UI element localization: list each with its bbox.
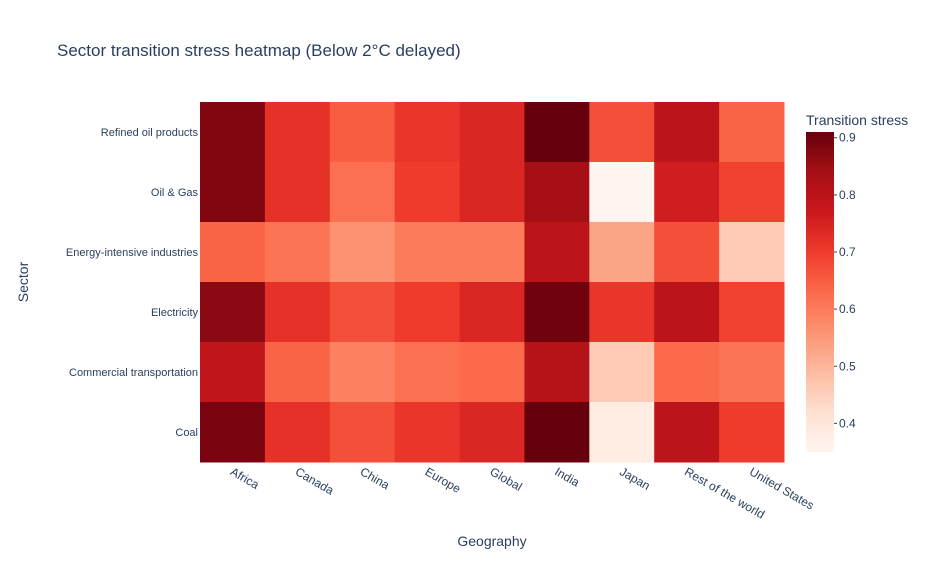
heatmap-cell — [524, 282, 590, 343]
colorbar-tick-label: 0.6 — [839, 302, 856, 316]
heatmap-cell — [329, 282, 396, 343]
heatmap-cell — [524, 222, 590, 283]
heatmap-cell — [200, 162, 266, 223]
heatmap-cell — [329, 102, 396, 163]
heatmap-cell — [264, 282, 331, 343]
y-tick-label: Oil & Gas — [151, 187, 199, 199]
heatmap-cells — [200, 102, 785, 463]
heatmap-cell — [394, 102, 461, 163]
colorbar-tick-label: 0.4 — [839, 416, 856, 430]
heatmap-cell — [200, 222, 266, 283]
heatmap-cell — [524, 402, 590, 463]
heatmap-cell — [524, 162, 590, 223]
heatmap-cell — [719, 342, 785, 403]
heatmap-cell — [719, 282, 785, 343]
heatmap-cell — [394, 162, 461, 223]
heatmap-cell — [264, 162, 331, 223]
heatmap-cell — [264, 342, 331, 403]
heatmap-cell — [654, 102, 720, 163]
y-axis-title: Sector — [15, 261, 31, 302]
colorbar-tick-label: 0.9 — [839, 131, 856, 145]
heatmap-cell — [654, 402, 720, 463]
heatmap-cell — [719, 222, 785, 283]
heatmap-cell — [200, 102, 266, 163]
heatmap-cell — [654, 162, 720, 223]
heatmap-cell — [719, 402, 785, 463]
heatmap-cell — [459, 402, 525, 463]
colorbar-title: Transition stress — [806, 112, 908, 128]
heatmap-cell — [329, 162, 396, 223]
heatmap-cell — [459, 342, 525, 403]
heatmap-cell — [264, 102, 331, 163]
heatmap-cell — [589, 342, 655, 403]
heatmap-cell — [329, 342, 396, 403]
heatmap-cell — [589, 282, 655, 343]
y-tick-labels: Refined oil products Oil & Gas Energy-inte… — [66, 127, 199, 439]
heatmap-cell — [589, 162, 655, 223]
y-tick-label: Commercial transportation — [69, 367, 198, 379]
heatmap-cell — [200, 282, 266, 343]
heatmap-cell — [329, 222, 396, 283]
y-tick-label: Refined oil products — [101, 127, 199, 139]
heatmap-cell — [264, 222, 331, 283]
heatmap-cell — [264, 402, 331, 463]
y-tick-label: Energy-intensive industries — [66, 247, 199, 259]
heatmap-cell — [200, 342, 266, 403]
heatmap-cell — [459, 282, 525, 343]
y-tick-label: Electricity — [151, 307, 199, 319]
heatmap-cell — [654, 222, 720, 283]
heatmap-cell — [394, 402, 461, 463]
heatmap-cell — [459, 102, 525, 163]
heatmap-cell — [394, 222, 461, 283]
heatmap-cell — [459, 222, 525, 283]
heatmap-cell — [329, 402, 396, 463]
heatmap-cell — [589, 402, 655, 463]
heatmap-cell — [719, 162, 785, 223]
heatmap-cell — [524, 342, 590, 403]
colorbar-tick-label: 0.7 — [839, 245, 856, 259]
heatmap-cell — [654, 282, 720, 343]
chart-title: Sector transition stress heatmap (Below … — [57, 41, 461, 60]
heatmap-cell — [394, 282, 461, 343]
heatmap-cell — [589, 222, 655, 283]
heatmap-cell — [459, 162, 525, 223]
x-axis-title: Geography — [457, 533, 526, 549]
colorbar-tick-label: 0.8 — [839, 188, 856, 202]
heatmap-cell — [654, 342, 720, 403]
heatmap-cell — [394, 342, 461, 403]
heatmap-cell — [524, 102, 590, 163]
colorbar-ticks: 0.4 0.5 0.6 0.7 0.8 0.9 — [834, 131, 856, 430]
colorbar-tick-label: 0.5 — [839, 359, 856, 373]
colorbar — [806, 132, 834, 452]
y-tick-label: Coal — [175, 427, 198, 439]
heatmap-cell — [719, 102, 785, 163]
heatmap-cell — [200, 402, 266, 463]
heatmap-cell — [589, 102, 655, 163]
